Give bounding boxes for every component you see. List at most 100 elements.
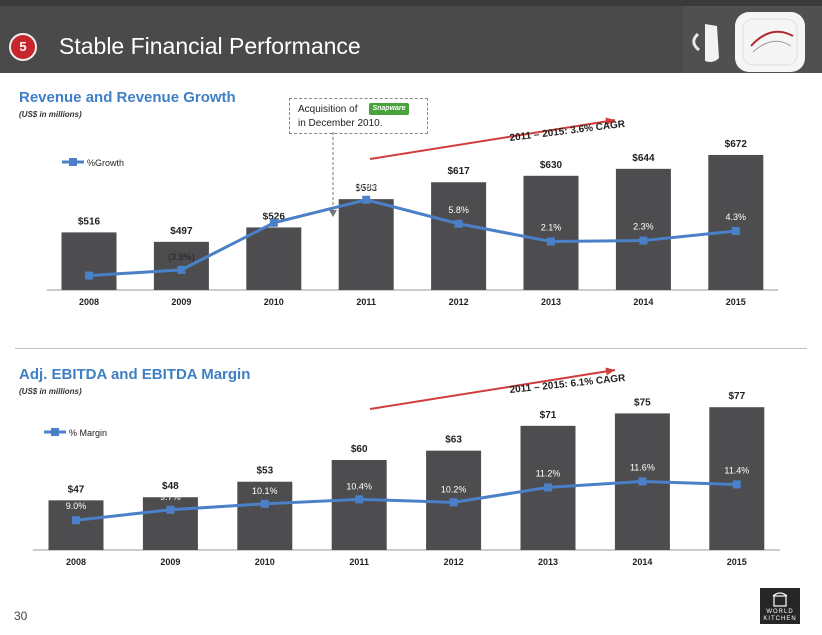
- x-tick-label-2014: 2014: [632, 557, 652, 567]
- bar-2011: [338, 199, 394, 290]
- line-label-2011: 10.4%: [346, 481, 372, 491]
- x-tick-label-2010: 2010: [264, 297, 284, 307]
- ebitda-chart: $47 2008 $48 2009 $53 2010 $60 2011 $63 2012 $71 20…: [32, 367, 780, 567]
- line-point-2008: [72, 516, 80, 525]
- line-point-2008: [85, 271, 93, 280]
- line-point-2010: [260, 499, 269, 508]
- snapware-logo: Snapware: [369, 103, 409, 115]
- revenue-chart: $516 2008 $497 2009 $526 2010 $583 2011 $617 2012…: [46, 117, 778, 307]
- line-label-2009: (3.8%): [168, 252, 195, 262]
- line-label-2013: 2.1%: [541, 223, 562, 233]
- value-label-2008: $47: [68, 484, 85, 495]
- x-tick-label-2011: 2011: [356, 297, 376, 307]
- value-label-2015: $77: [728, 391, 745, 402]
- value-label-2010: $53: [256, 466, 273, 477]
- cagr-arrow-head: [605, 367, 615, 376]
- line-point-2015: [732, 480, 741, 489]
- logo-line-2: KITCHEN: [763, 616, 797, 622]
- section-number-badge: 5: [9, 33, 37, 61]
- cagr-arrow-head: [605, 117, 615, 126]
- bar-2015: [708, 154, 764, 290]
- line-label-2008: 9.0%: [66, 501, 87, 511]
- line-label-2010: 10.1%: [252, 486, 278, 496]
- line-point-2011: [355, 495, 364, 504]
- bar-2011: [331, 459, 387, 550]
- x-tick-label-2013: 2013: [538, 557, 558, 567]
- line-label-2012: 5.8%: [448, 205, 469, 215]
- revenue-chart-title: Revenue and Revenue Growth: [19, 89, 236, 106]
- line-label-2014: 2.3%: [633, 222, 654, 232]
- line-point-2011: [362, 195, 371, 204]
- bar-2015: [709, 407, 765, 550]
- x-tick-label-2014: 2014: [633, 297, 653, 307]
- world-kitchen-logo: WORLD KITCHEN: [760, 588, 800, 624]
- value-label-2013: $630: [540, 160, 563, 171]
- page-title: Stable Financial Performance: [59, 33, 361, 59]
- section-divider: [15, 348, 807, 349]
- acquisition-text: Acquisition of: [298, 104, 358, 115]
- legend-label: % Margin: [69, 428, 107, 438]
- bar-2013: [523, 175, 579, 290]
- value-label-2011: $60: [351, 444, 368, 455]
- x-tick-label-2013: 2013: [541, 297, 561, 307]
- x-tick-label-2012: 2012: [444, 557, 464, 567]
- bar-2010: [246, 227, 302, 290]
- value-label-2009: $48: [162, 481, 179, 492]
- line-label-2010: 6.0%: [264, 205, 285, 215]
- line-point-2009: [177, 265, 186, 274]
- x-tick-label-2009: 2009: [160, 557, 180, 567]
- line-label-2013: 11.2%: [536, 468, 561, 478]
- x-tick-label-2010: 2010: [255, 557, 275, 567]
- line-point-2012: [454, 219, 463, 228]
- line-point-2014: [639, 236, 648, 245]
- header-stripe: [0, 0, 822, 6]
- legend-marker: [51, 428, 59, 436]
- line-point-2010: [269, 218, 278, 227]
- line-point-2009: [166, 505, 175, 514]
- bar-2012: [431, 182, 487, 290]
- legend-marker: [69, 158, 77, 166]
- line-label-2014: 11.6%: [630, 462, 655, 472]
- line-point-2014: [638, 477, 647, 486]
- ebitda-chart-title: Adj. EBITDA and EBITDA Margin: [19, 366, 251, 383]
- value-label-2012: $63: [445, 435, 462, 446]
- value-label-2014: $644: [632, 153, 655, 164]
- line-label-2015: 11.4%: [724, 465, 749, 475]
- value-label-2015: $672: [725, 139, 748, 150]
- legend-label: %Growth: [87, 158, 124, 168]
- bar-2010: [237, 481, 293, 550]
- line-label-2009: 9.7%: [160, 492, 181, 502]
- value-label-2009: $497: [170, 226, 193, 237]
- bar-2008: [48, 500, 104, 550]
- line-label-2015: 4.3%: [726, 212, 747, 222]
- x-tick-label-2008: 2008: [79, 297, 99, 307]
- line-point-2015: [731, 226, 740, 235]
- series-line-margin: [75, 479, 737, 522]
- value-label-2010: $526: [263, 211, 286, 222]
- line-label-2012: 10.2%: [441, 484, 467, 494]
- cagr-arrow-line: [369, 369, 616, 410]
- x-tick-label-2011: 2011: [349, 557, 369, 567]
- logo-line-1: WORLD: [766, 609, 794, 615]
- bar-2009: [142, 497, 198, 550]
- acquisition-callout: Acquisition of Snapware in December 2010…: [289, 98, 428, 134]
- cagr-label: 2011 – 2015: 3.6% CAGR: [509, 119, 626, 144]
- x-tick-label-2012: 2012: [449, 297, 469, 307]
- ebitda-chart-subtitle: (US$ in millions): [19, 387, 82, 396]
- tableware-photo-icon: [683, 6, 822, 73]
- acquisition-date-text: in December 2010.: [298, 118, 383, 129]
- bar-2014: [615, 168, 671, 290]
- value-label-2011: $583: [355, 183, 378, 194]
- cagr-arrow-line: [369, 119, 616, 160]
- value-label-2013: $71: [540, 410, 557, 421]
- line-point-2013: [544, 483, 552, 492]
- cagr-label: 2011 – 2015: 6.1% CAGR: [509, 373, 626, 396]
- value-label-2014: $75: [634, 397, 651, 408]
- x-tick-label-2009: 2009: [171, 297, 191, 307]
- bar-2008: [61, 232, 117, 290]
- value-label-2012: $617: [447, 166, 470, 177]
- x-tick-label-2015: 2015: [726, 297, 746, 307]
- revenue-chart-subtitle: (US$ in millions): [19, 110, 82, 119]
- line-point-2012: [449, 498, 458, 507]
- series-line-growth: [88, 198, 736, 278]
